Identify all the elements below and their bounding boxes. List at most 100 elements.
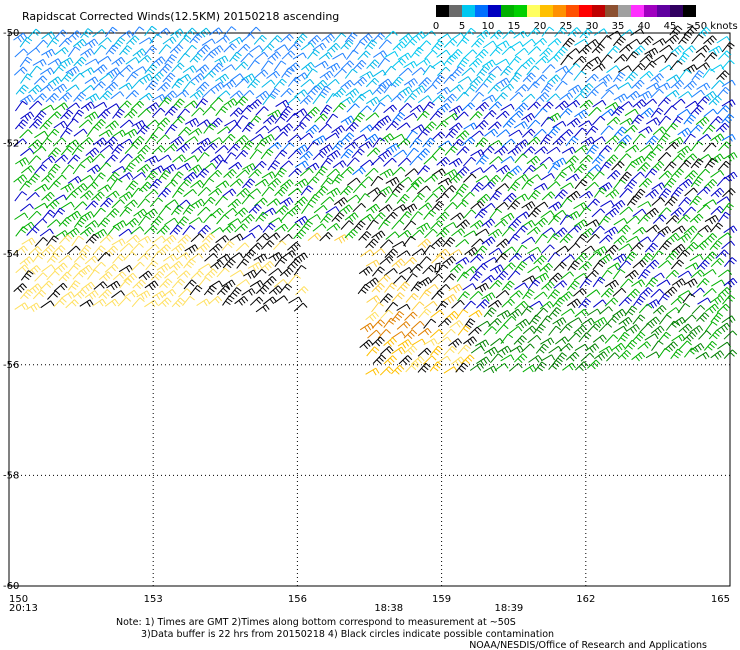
wind-barb <box>613 36 626 47</box>
wind-barb <box>137 252 151 262</box>
wind-barb <box>455 309 469 320</box>
wind-barb <box>670 348 683 360</box>
wind-barb <box>176 199 191 209</box>
wind-barb <box>515 84 529 94</box>
wind-barb <box>450 212 465 221</box>
wind-barb <box>483 365 498 374</box>
wind-barb <box>126 234 140 244</box>
wind-barb <box>331 140 345 151</box>
wind-barb <box>346 177 361 186</box>
wind-barb <box>292 52 307 60</box>
longitude-tick-label: 150 <box>9 594 28 605</box>
wind-barb <box>470 201 485 210</box>
wind-barb <box>495 40 510 48</box>
wind-barb <box>41 155 56 164</box>
wind-barb <box>234 78 249 88</box>
wind-barb <box>442 222 457 230</box>
wind-barb <box>463 49 478 59</box>
wind-barb <box>67 262 81 273</box>
wind-barb <box>521 38 536 47</box>
wind-barb <box>396 193 410 204</box>
wind-barb <box>164 54 177 65</box>
wind-barb <box>365 277 380 287</box>
wind-barb <box>312 42 327 51</box>
colorbar-segment <box>527 5 540 17</box>
wind-barb <box>483 164 498 173</box>
wind-barb <box>665 89 680 98</box>
wind-barb <box>443 366 458 374</box>
wind-barb <box>593 187 607 198</box>
wind-barb <box>448 157 463 168</box>
wind-barb <box>540 116 554 127</box>
wind-barb <box>249 279 264 288</box>
wind-barb <box>47 111 62 121</box>
wind-barb <box>305 68 318 79</box>
wind-barb <box>632 188 646 199</box>
wind-barb <box>13 283 27 293</box>
wind-barb <box>619 117 634 126</box>
wind-barb <box>417 95 432 104</box>
wind-barb <box>574 38 589 46</box>
wind-barb <box>690 105 704 115</box>
wind-barb <box>80 211 95 221</box>
wind-barb <box>436 49 451 58</box>
wind-barb <box>54 154 69 164</box>
wind-barb <box>391 331 406 339</box>
wind-barb <box>535 272 550 282</box>
wind-barb <box>195 64 210 75</box>
wind-barb <box>456 219 470 230</box>
wind-barb <box>553 261 567 272</box>
wind-barb <box>585 181 599 191</box>
wind-barb <box>437 355 452 364</box>
wind-barb <box>26 302 41 312</box>
wind-barb <box>574 343 589 352</box>
wind-barb <box>548 272 563 283</box>
wind-barb <box>470 182 484 193</box>
wind-barb <box>197 277 211 288</box>
wind-barb <box>176 270 191 280</box>
wind-barb <box>138 73 153 83</box>
wind-barb <box>97 184 112 192</box>
wind-barb <box>40 280 54 290</box>
wind-barb <box>372 192 386 202</box>
wind-barb <box>644 207 659 218</box>
wind-barb <box>409 155 423 166</box>
wind-barb <box>150 71 164 82</box>
wind-barb <box>481 218 496 229</box>
wind-barb <box>721 79 736 88</box>
wind-barb <box>202 70 217 80</box>
wind-barb <box>145 102 160 112</box>
wind-barb <box>403 257 418 267</box>
wind-barb <box>158 169 171 181</box>
wind-barb <box>130 226 145 235</box>
wind-barb <box>136 164 151 174</box>
wind-barb <box>598 161 612 173</box>
wind-barb <box>203 285 217 296</box>
wind-barb <box>358 266 373 276</box>
wind-barb <box>624 160 638 172</box>
wind-barb <box>567 260 580 271</box>
wind-barb <box>130 100 145 110</box>
wind-barb <box>353 76 368 87</box>
wind-barb <box>229 51 242 63</box>
wind-barb <box>455 130 470 140</box>
wind-barb <box>580 317 595 326</box>
wind-barb <box>104 298 119 307</box>
wind-barb <box>450 356 465 367</box>
wind-barb <box>40 104 55 112</box>
wind-barb <box>445 128 459 139</box>
contamination-circle-icon <box>434 262 441 273</box>
wind-barb <box>379 168 394 178</box>
wind-barb <box>702 90 717 101</box>
wind-barb <box>266 70 281 79</box>
wind-barb <box>645 189 659 199</box>
wind-barb <box>716 105 731 115</box>
wind-barb <box>287 223 301 233</box>
wind-barb <box>240 104 254 115</box>
wind-barb <box>423 121 437 132</box>
wind-barb <box>709 116 723 126</box>
wind-barb <box>580 83 594 93</box>
wind-barb <box>650 160 665 171</box>
wind-barb <box>475 83 489 93</box>
colorbar-unit-label: >50 knots <box>686 21 738 32</box>
